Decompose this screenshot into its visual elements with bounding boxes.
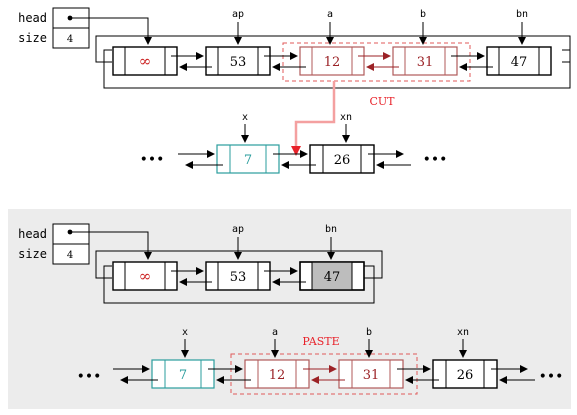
bottom-node-26-value: 26 <box>457 368 474 383</box>
top-label-a: a <box>327 9 333 20</box>
top-node-sentinel: ∞ <box>112 46 178 76</box>
bottom-ellipsis-right: ••• <box>539 369 564 385</box>
bottom-list-header: head size 4 <box>18 223 152 265</box>
bottom-label-bn: bn <box>325 224 337 235</box>
top-label-bn: bn <box>516 9 528 20</box>
bottom-size-value: 4 <box>67 250 73 261</box>
top-list-header: head size 4 <box>18 7 152 49</box>
top-wrap-top <box>95 35 571 63</box>
top-node-53-value: 53 <box>230 55 247 70</box>
bottom-label-a: a <box>272 327 278 338</box>
bottom-node-12: 12 <box>244 359 310 389</box>
cut-arrow-head <box>291 146 301 156</box>
bottom-node-47: 47 <box>299 261 365 291</box>
bottom-ellipsis-left: ••• <box>77 369 102 385</box>
bottom-node-7: 7 <box>151 359 215 389</box>
bottom-head-pointer-arrow <box>70 231 152 260</box>
cut-label: CUT <box>369 95 395 108</box>
top-label-xn: xn <box>340 112 352 123</box>
top-node-26: 26 <box>309 144 375 174</box>
bottom-wrap-bottom <box>103 265 375 304</box>
bottom-label-xn: xn <box>457 327 469 338</box>
top-node-7: 7 <box>216 144 280 174</box>
top-size-value: 4 <box>67 34 73 45</box>
bottom-label-x: x <box>182 327 188 338</box>
top-diagram: head size 4 ∞ 53 12 <box>18 7 571 174</box>
top-node-31: 31 <box>392 46 458 76</box>
paste-label: PASTE <box>302 335 339 348</box>
bottom-node-31-value: 31 <box>363 368 380 383</box>
bottom-node-53-value: 53 <box>230 270 247 285</box>
bottom-paste-region <box>230 353 418 395</box>
top-node-sentinel-value: ∞ <box>139 52 152 70</box>
top-node-26-value: 26 <box>334 153 351 168</box>
bottom-node-sentinel: ∞ <box>112 261 178 291</box>
top-label-b: b <box>420 9 426 20</box>
bottom-size-label: size <box>18 247 47 261</box>
top-node-7-value: 7 <box>244 153 252 168</box>
bottom-node-26: 26 <box>432 359 498 389</box>
top-label-ap: ap <box>232 9 244 20</box>
bottom-wrap-top <box>95 250 383 279</box>
bottom-diagram: head size 4 ∞ 53 47 <box>18 223 564 395</box>
cut-arrow-path <box>294 81 336 150</box>
bottom-head-label: head <box>18 227 47 241</box>
bottom-node-sentinel-value: ∞ <box>139 267 152 285</box>
bottom-node-31: 31 <box>338 359 404 389</box>
bottom-node-53: 53 <box>205 261 271 291</box>
top-ellipsis-left: ••• <box>140 152 165 168</box>
top-label-x: x <box>242 112 248 123</box>
bottom-node-7-value: 7 <box>179 368 187 383</box>
bottom-node-47-value: 47 <box>324 270 341 285</box>
top-node-12-value: 12 <box>324 55 341 70</box>
top-head-pointer-arrow <box>70 17 152 45</box>
top-node-47-value: 47 <box>511 55 528 70</box>
top-node-12: 12 <box>299 46 365 76</box>
bottom-label-ap: ap <box>232 224 244 235</box>
top-node-31-value: 31 <box>417 55 434 70</box>
top-cut-region <box>282 42 471 82</box>
bottom-node-12-value: 12 <box>269 368 286 383</box>
bottom-label-b: b <box>366 327 372 338</box>
top-ellipsis-right: ••• <box>423 152 448 168</box>
top-node-53: 53 <box>205 46 271 76</box>
top-head-label: head <box>18 11 47 25</box>
top-wrap-bottom <box>103 49 571 89</box>
top-node-47: 47 <box>486 46 552 76</box>
top-size-label: size <box>18 31 47 45</box>
